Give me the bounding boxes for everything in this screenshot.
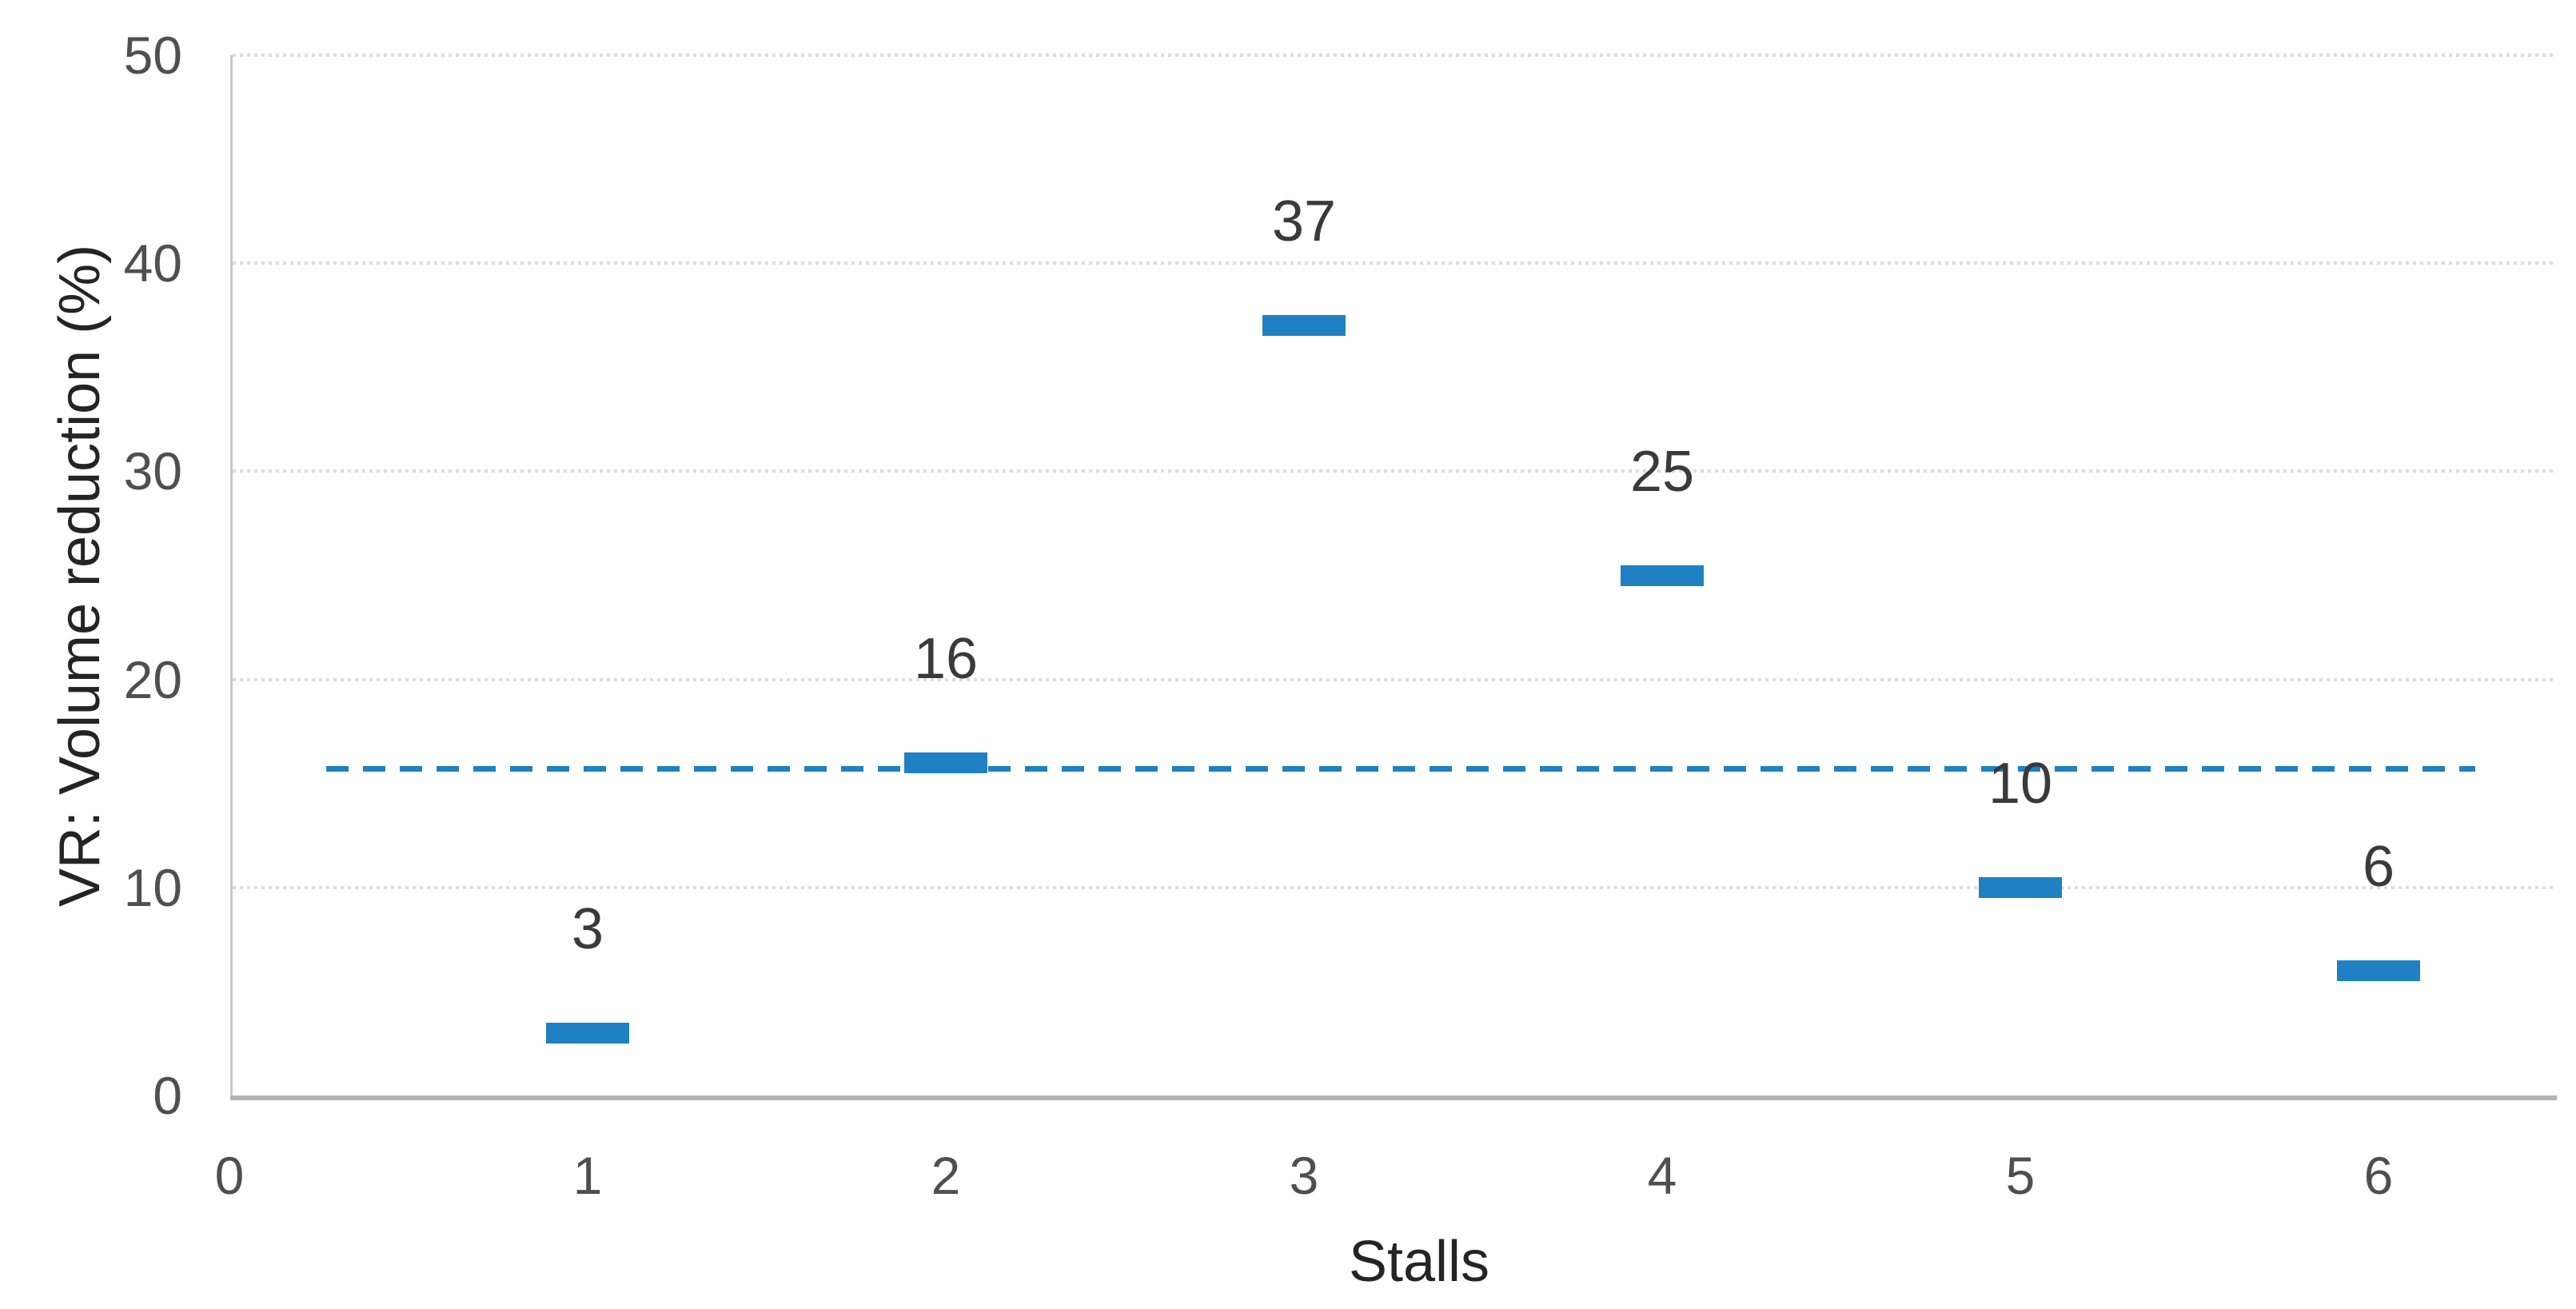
data-marker	[1621, 565, 1704, 586]
y-tick-label: 0	[153, 1066, 182, 1125]
y-axis-title: VR: Volume reduction (%)	[48, 244, 112, 907]
x-tick-label: 4	[1647, 1146, 1677, 1205]
data-label: 37	[1271, 190, 1337, 254]
x-tick-label: 2	[931, 1146, 961, 1205]
data-label: 16	[913, 626, 979, 691]
data-label: 3	[571, 896, 604, 961]
y-tick-label: 10	[123, 857, 182, 917]
y-tick-label: 40	[123, 233, 182, 293]
x-tick-label: 1	[572, 1146, 603, 1205]
y-tick-label: 30	[123, 441, 182, 501]
x-tick-label: 5	[2005, 1146, 2036, 1205]
y-gridline	[233, 677, 2557, 681]
y-gridline	[233, 885, 2557, 889]
y-tick-label: 20	[123, 649, 182, 709]
data-marker	[1979, 876, 2062, 898]
x-tick-label: 0	[214, 1146, 245, 1205]
y-tick-label: 50	[123, 26, 182, 85]
y-gridline	[233, 261, 2557, 265]
data-marker	[904, 752, 987, 773]
data-marker	[1262, 315, 1346, 337]
reference-dashed-line	[325, 766, 2475, 772]
x-axis-title: Stalls	[1348, 1230, 1490, 1294]
data-marker	[546, 1022, 629, 1044]
y-gridline	[233, 54, 2557, 57]
x-tick-label: 6	[2363, 1146, 2394, 1205]
data-label: 10	[1988, 751, 2053, 816]
y-gridline	[233, 469, 2557, 473]
data-marker	[2337, 960, 2420, 981]
x-tick-label: 3	[1289, 1146, 1319, 1205]
data-label: 6	[2362, 834, 2395, 899]
data-label: 25	[1629, 439, 1695, 504]
x-axis-line	[230, 1095, 2557, 1100]
y-axis-line	[230, 55, 233, 1095]
